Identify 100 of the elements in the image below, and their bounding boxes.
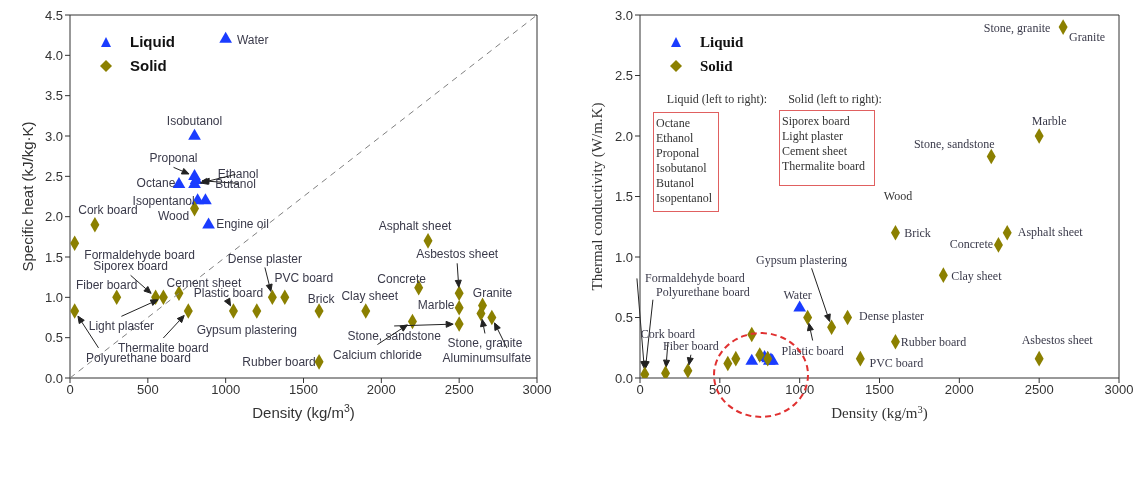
annotation: Engine oil [216,216,269,231]
y-tick-label: 0.0 [614,370,633,386]
annotation: Marble [417,297,455,312]
point [199,193,212,205]
x-tick-label: 1000 [211,382,241,398]
annotation: Proponal [149,151,198,166]
annotation: Butanol [215,177,256,192]
y-tick-label: 2.5 [44,168,63,184]
x-axis-title: Density (kg/m$^{3}$) [831,403,928,422]
x-tick-label: 2000 [944,382,974,398]
y-tick-label: 0.0 [44,370,63,386]
annotation: Brick [904,225,931,240]
annotation: Isobutanol [166,114,223,128]
point [661,365,671,378]
x-tick-label: 0 [636,382,644,398]
annotation: Gypsum plastering [756,253,848,268]
annotation: Plastic board [781,343,844,358]
annotation: Granite [1069,30,1106,45]
annotation: Wood [157,208,190,223]
legend-label: Solid [129,56,168,76]
y-tick-label: 1.0 [614,249,633,265]
annotation: Octane [136,176,176,191]
y-tick-label: 2.0 [44,209,63,225]
y-tick-label: 1.5 [614,189,633,205]
annotation: Octane [656,116,691,131]
x-tick-label: 1500 [865,382,894,398]
x-tick-label: 3000 [522,382,552,398]
x-tick-label: 0 [66,382,74,398]
annotation: Plastic board [193,286,264,301]
point [745,353,759,365]
y-tick-label: 0.5 [44,330,63,346]
annotation: Granite [472,286,513,301]
annotation: Concrete [377,271,427,286]
annotation: Gypsum plastering [196,323,297,338]
point [219,31,233,43]
annotation: Siporex board [782,114,851,129]
annotation: PVC board [274,271,334,286]
annotation: Ethanol [656,131,695,146]
annotation: Water [236,33,269,48]
y-tick-label: 0.5 [614,310,633,326]
x-tick-label: 1000 [785,382,815,398]
annotation: Dense plaster [859,308,925,323]
annotation: Rubber board [900,334,967,349]
x-tick-label: 2500 [444,382,474,398]
y-axis-title: Specific heat (kJ/kg·K) [19,121,37,272]
annotation: Stone, sandstone [347,328,442,343]
point [793,300,807,312]
y-tick-label: 1.5 [44,249,63,265]
annotation: Aluminumsulfate [442,350,532,365]
annotation: Asphalt sheet [378,218,453,233]
y-tick-label: 2.5 [614,68,633,84]
legend-label: Liquid [699,33,744,52]
y-tick-label: 3.5 [44,88,63,104]
y-tick-label: 4.0 [44,47,63,63]
annotation: Light plaster [88,319,155,334]
x-tick-label: 2000 [366,382,396,398]
annotation: Solid (left to right): [788,92,882,107]
y-tick-label: 1.0 [44,289,63,305]
annotation: Cement sheet [782,144,848,159]
y-tick-label: 4.5 [44,7,63,23]
annotation: Light plaster [782,129,844,144]
annotation: Clay sheet [341,289,399,304]
annotation: Proponal [656,146,701,161]
annotation: Thermalite board [782,159,866,174]
annotation: Calcium chloride [333,347,423,362]
annotation: Polyurethane board [656,284,750,299]
x-tick-label: 2500 [1024,382,1054,398]
annotation: Formaldehyde board [645,271,745,286]
legend-label: Liquid [129,32,175,52]
annotation: Isopentanol [656,191,713,206]
annotation: Stone, granite [983,21,1051,36]
annotation: Stone, sandstone [913,136,995,151]
x-tick-label: 500 [708,382,731,398]
annotation: Isobutanol [656,161,708,176]
annotation: Clay sheet [951,269,1003,284]
annotation: PVC board [869,355,924,370]
annotation: Asbestos sheet [416,247,499,262]
annotation: Marble [1031,114,1067,128]
x-tick-label: 1500 [289,382,318,398]
annotation: Asphalt sheet [1017,224,1084,239]
annotation: Water [783,287,812,302]
x-tick-label: 500 [136,382,159,398]
y-tick-label: 3.0 [44,128,63,144]
annotation: Rubber board [242,354,316,369]
y-axis-title: Thermal conductivity (W/m.K) [589,102,607,291]
y-tick-label: 3.0 [614,7,633,23]
annotation: Brick [307,292,336,307]
point [202,217,215,229]
annotation: Concrete [949,236,994,251]
annotation: Butanol [656,176,695,191]
annotation: Dense plaster [227,252,302,267]
x-tick-label: 3000 [1104,382,1134,398]
annotation: Liquid (left to right): [666,92,768,107]
point [188,128,201,140]
y-tick-label: 2.0 [614,128,633,144]
annotation: Wood [883,189,913,204]
legend-label: Solid [699,57,734,76]
x-axis-title: Density (kg/m$^{3}$) [252,402,355,421]
annotation: Asbestos sheet [1021,332,1094,347]
annotation: Fiber board [76,278,138,293]
